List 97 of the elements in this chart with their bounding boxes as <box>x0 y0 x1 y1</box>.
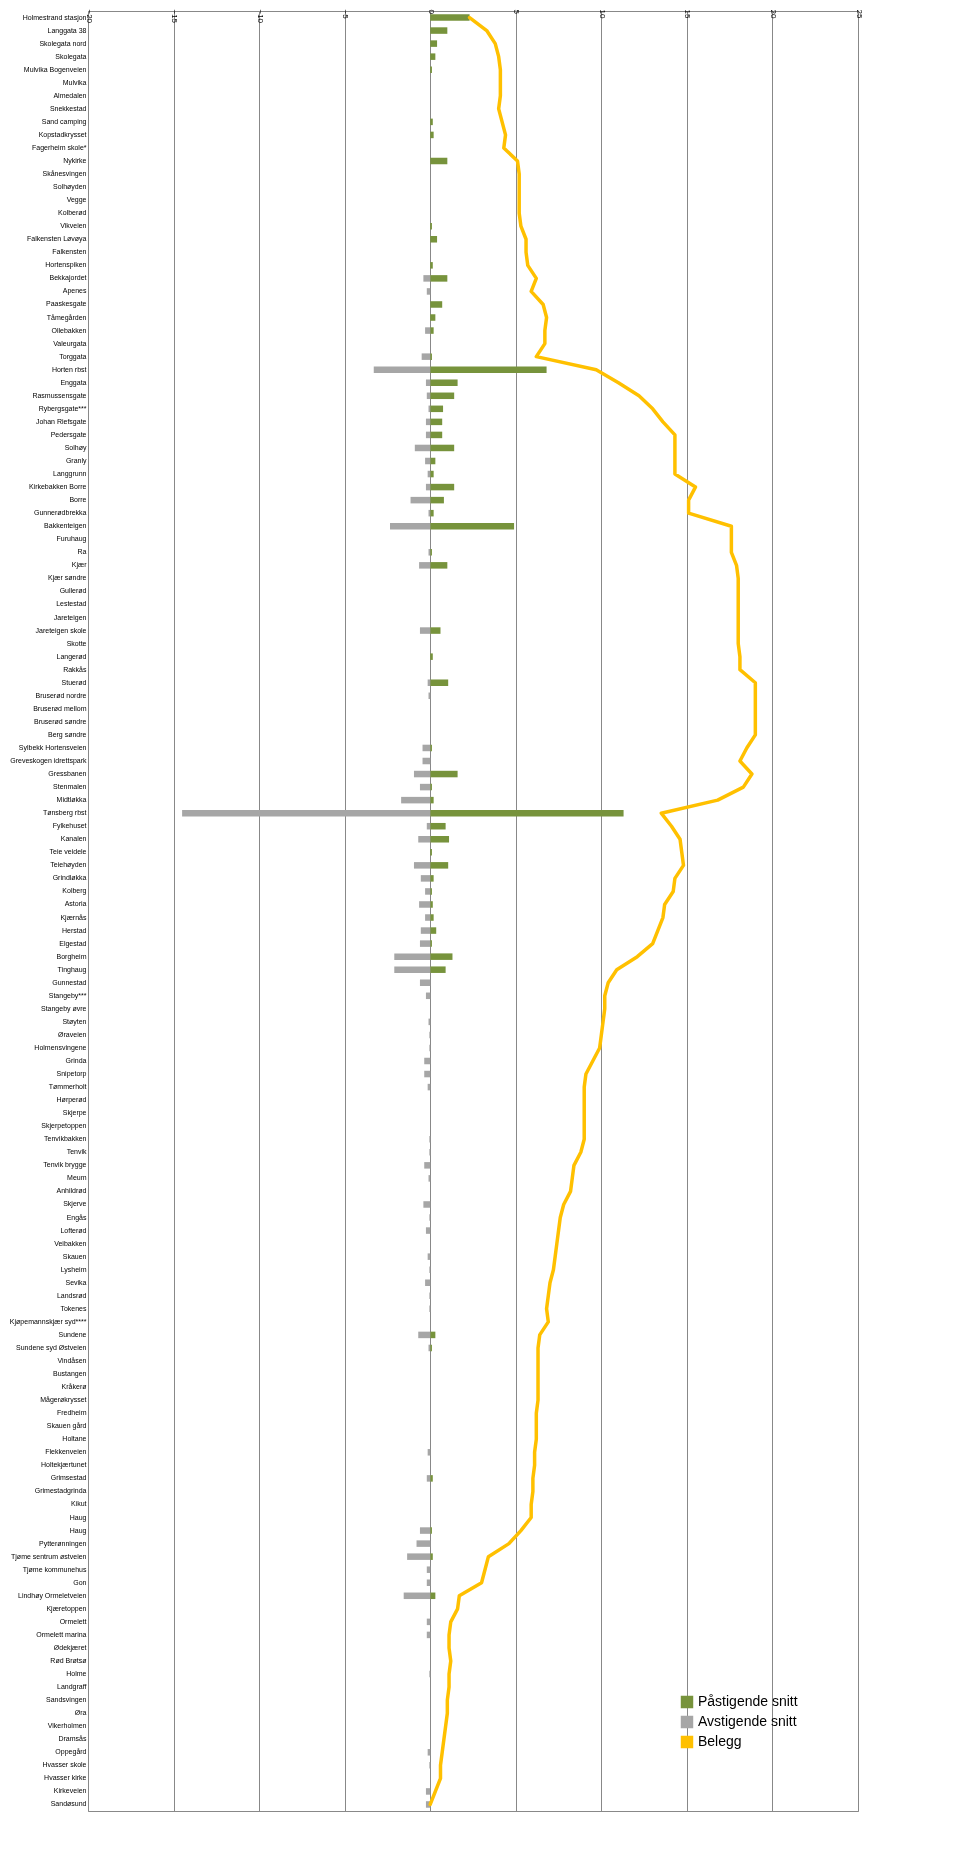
bar <box>430 327 434 334</box>
bar <box>430 301 443 308</box>
bar <box>430 875 434 882</box>
x-tick-label: 10 <box>597 9 607 19</box>
x-tick-label: −5 <box>341 9 351 20</box>
bar <box>182 809 431 817</box>
bar <box>419 979 431 986</box>
x-tick-label: 0 <box>426 9 436 15</box>
bar <box>426 1475 431 1482</box>
bar <box>430 314 436 321</box>
bar <box>425 1788 431 1795</box>
bar <box>430 862 449 869</box>
bar <box>426 1566 431 1573</box>
bar <box>430 392 455 400</box>
bar <box>413 862 431 869</box>
legend-label: Belegg <box>698 1733 742 1749</box>
x-tick-label: −15 <box>170 9 180 24</box>
bar <box>430 562 448 569</box>
bar <box>430 405 444 413</box>
bar <box>394 966 431 973</box>
bar <box>419 562 431 569</box>
bar <box>430 262 433 269</box>
bar <box>425 1227 431 1234</box>
x-tick-label: 15 <box>683 9 693 19</box>
bar <box>419 901 431 908</box>
bar <box>414 444 431 452</box>
bar <box>426 288 431 295</box>
bar <box>413 770 431 778</box>
bar <box>430 418 443 426</box>
bar <box>418 836 431 843</box>
bar <box>425 379 431 386</box>
bar <box>426 1579 431 1586</box>
bar <box>430 496 444 504</box>
bar <box>394 953 431 960</box>
bar <box>425 457 431 465</box>
x-tick-label: 20 <box>768 9 778 19</box>
bar <box>423 1201 431 1208</box>
bar <box>424 1057 431 1065</box>
bar <box>419 940 431 947</box>
bar <box>403 1592 431 1600</box>
legend-label: Avstigende snitt <box>698 1713 797 1729</box>
x-tick-label: −10 <box>255 9 265 24</box>
bar <box>373 366 431 373</box>
bar <box>430 627 441 634</box>
x-tick-label: 25 <box>854 9 864 19</box>
bar <box>419 783 431 791</box>
bar <box>430 118 433 126</box>
bar <box>390 522 431 530</box>
bar <box>420 875 431 882</box>
bar <box>430 679 449 686</box>
bar <box>430 157 448 165</box>
bar <box>430 927 437 934</box>
bar <box>425 914 431 921</box>
bar <box>430 236 438 243</box>
bar <box>430 431 443 439</box>
bar <box>430 901 433 908</box>
bar <box>430 1331 436 1339</box>
bar <box>424 1162 431 1169</box>
bar <box>418 1331 431 1339</box>
bar <box>425 327 431 334</box>
bar <box>419 627 431 634</box>
bar <box>419 1527 431 1534</box>
bar <box>425 1279 431 1286</box>
bar <box>430 809 624 817</box>
bar <box>430 483 455 491</box>
bar <box>430 966 446 973</box>
bar <box>430 53 436 60</box>
bar <box>430 131 434 139</box>
bar <box>430 1475 433 1482</box>
bar <box>430 40 438 47</box>
legend-label: Påstigende snitt <box>698 1693 798 1709</box>
bar <box>430 14 470 21</box>
bar <box>424 1070 431 1078</box>
bar <box>430 379 458 386</box>
bar <box>430 27 448 34</box>
bar <box>430 1592 436 1600</box>
x-tick-label: 5 <box>512 9 522 15</box>
bar <box>407 1553 431 1560</box>
bar <box>425 888 431 895</box>
bar <box>430 836 450 843</box>
bar <box>423 275 431 282</box>
bar <box>430 822 446 830</box>
bar <box>430 914 434 921</box>
bar <box>430 366 547 373</box>
bar <box>430 653 433 660</box>
bar <box>416 1540 431 1547</box>
bar <box>430 457 436 465</box>
bar <box>430 1553 433 1560</box>
bar <box>430 275 448 282</box>
bar <box>430 522 515 530</box>
bar <box>430 770 458 778</box>
bar <box>420 927 431 934</box>
bar <box>430 953 453 960</box>
bar <box>430 444 455 452</box>
bar <box>401 796 431 804</box>
bar <box>421 353 431 360</box>
bar <box>430 796 434 804</box>
